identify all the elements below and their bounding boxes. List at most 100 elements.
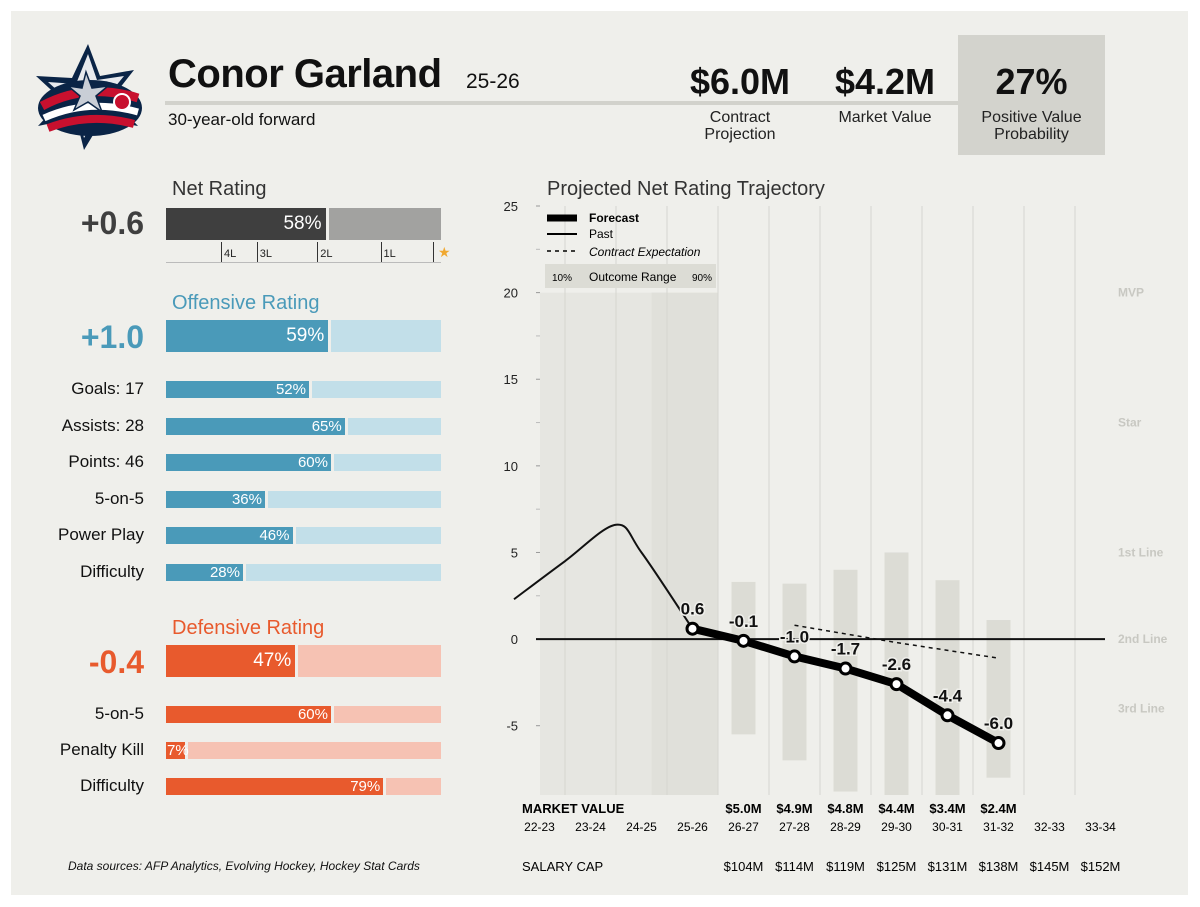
- offensive-item-label: Goals: 17: [71, 379, 144, 398]
- offensive-item-bar-remainder: [268, 490, 441, 508]
- offensive-item-label: Points: 46: [68, 452, 144, 471]
- contract-projection-value: $6.0M: [689, 61, 791, 102]
- x-tick-label: 24-25: [626, 820, 657, 834]
- x-tick-label: 32-33: [1034, 820, 1065, 834]
- header-divider: [165, 101, 958, 105]
- offensive-rating-bar-percentile: 59%: [286, 325, 325, 346]
- offensive-item-bar-fill: [166, 417, 345, 435]
- offensive-item-bar: 36%: [166, 490, 441, 508]
- defensive-rating-bar-fill: [166, 645, 296, 677]
- x-tick-label: 26-27: [728, 820, 759, 834]
- outcome-range-bar: [833, 569, 858, 792]
- y-tick-label: 25: [504, 199, 518, 214]
- forecast-point: [736, 633, 751, 648]
- offensive-item-percentile: 60%: [297, 454, 328, 471]
- defensive-rating-bar: 47%: [166, 645, 441, 677]
- offensive-item-bar-remainder: [347, 417, 441, 435]
- legend-range-swatch: [545, 264, 716, 288]
- net-scale-tick: [221, 242, 222, 262]
- offensive-item-bar: 28%: [166, 563, 441, 581]
- positive-value-probability-stat: 27% Positive Value Probability: [958, 35, 1105, 155]
- net-rating-title: Net Rating: [172, 178, 267, 200]
- salary-cap-cell: $104M: [724, 859, 764, 874]
- defensive-item-bar-remainder: [386, 778, 441, 795]
- positive-value-probability-label-2: Probability: [994, 126, 1069, 143]
- x-tick-label: 31-32: [983, 820, 1014, 834]
- forecast-point: [685, 621, 700, 636]
- offensive-item-label: Power Play: [58, 525, 144, 544]
- offensive-item-percentile: 28%: [209, 563, 240, 581]
- salary-cap-cell: $145M: [1030, 859, 1070, 874]
- tier-label: Star: [1118, 416, 1142, 430]
- net-rating-bar-remainder: [328, 208, 441, 240]
- outcome-range-bar: [884, 552, 909, 795]
- chart-title: Projected Net Rating Trajectory: [547, 178, 825, 200]
- y-tick-label: 10: [504, 459, 518, 474]
- offensive-item-percentile: 36%: [231, 490, 262, 508]
- salary-cap-cell: $119M: [826, 859, 865, 874]
- player-subtitle: 30-year-old forward: [168, 110, 316, 129]
- positive-value-probability-value: 27%: [995, 61, 1068, 102]
- season-label: 25-26: [466, 70, 520, 93]
- defensive-item-percentile: 79%: [350, 778, 381, 795]
- defensive-item-bar-fill: [166, 706, 331, 723]
- salary-cap-cell: $131M: [928, 859, 968, 874]
- offensive-item-bar-fill: [166, 563, 243, 581]
- salary-cap-cell: $125M: [877, 859, 917, 874]
- offensive-item-bar: 65%: [166, 417, 441, 435]
- defensive-item-label: Difficulty: [80, 776, 144, 795]
- defensive-rating-title: Defensive Rating: [172, 617, 325, 639]
- offensive-rating-title: Offensive Rating: [172, 292, 320, 314]
- x-tick-label: 30-31: [932, 820, 963, 834]
- net-rating-value: +0.6: [80, 205, 144, 241]
- net-scale-tick: [256, 242, 258, 262]
- y-tick-label: 0: [511, 632, 518, 647]
- net-scale-tick: [317, 242, 319, 262]
- legend-contract-label: Contract Expectation: [589, 245, 701, 259]
- offensive-item-bar-remainder: [295, 527, 441, 544]
- offensive-item-label: Assists: 28: [61, 415, 144, 435]
- history-shade: [540, 292, 667, 795]
- legend-range-low: 10%: [552, 273, 572, 284]
- offensive-item-percentile: 46%: [259, 527, 290, 544]
- forecast-data-label: -4.4: [933, 686, 963, 705]
- offensive-item-bar: 60%: [166, 454, 441, 471]
- offensive-item-bar: 52%: [166, 381, 441, 398]
- offensive-item-label: Difficulty: [80, 561, 144, 581]
- team-logo: [36, 44, 142, 150]
- salary-cap-cell: $114M: [775, 859, 814, 874]
- offensive-item-label: 5-on-5: [94, 488, 144, 508]
- offensive-item-bar-fill: [166, 527, 293, 544]
- offensive-rating-bar-fill: [166, 320, 329, 352]
- offensive-rating-bar: 59%: [166, 320, 441, 352]
- tier-label: 3rd Line: [1118, 701, 1165, 715]
- forecast-data-label: -6.0: [984, 714, 1013, 733]
- outcome-range-bar: [986, 620, 1011, 778]
- forecast-point: [940, 708, 955, 723]
- defensive-item-bar: 7%: [166, 742, 441, 759]
- trajectory-chart: -5 0 5 10 15 20 25 MVP Star 1st Line 2nd Line 3rd L…: [504, 199, 1168, 874]
- offensive-item-bar-fill: [166, 490, 265, 508]
- net-rating-scale: 4L 3L 2L 1L ★: [166, 242, 451, 264]
- tier-label: 1st Line: [1118, 545, 1164, 559]
- x-tick-label: 22-23: [524, 820, 555, 834]
- legend-range-label: Outcome Range: [589, 270, 677, 284]
- defensive-item-percentile: 7%: [167, 742, 189, 759]
- star-icon: ★: [438, 244, 451, 260]
- market-value-cell: $4.4M: [878, 801, 914, 816]
- defensive-rating-bar-remainder: [298, 645, 441, 677]
- offensive-item-percentile: 65%: [311, 417, 342, 435]
- outcome-range-bar: [782, 583, 807, 761]
- market-value-stat: $4.2M Market Value: [820, 35, 950, 155]
- defensive-item-bar-fill: [166, 778, 384, 795]
- market-value-cell: $2.4M: [980, 801, 1016, 816]
- y-tick-label: -5: [506, 719, 518, 734]
- salary-cap-cell: $152M: [1081, 859, 1121, 874]
- forecast-data-label: -0.1: [729, 612, 758, 631]
- forecast-data-label: 0.6: [681, 600, 705, 619]
- net-rating-bar-fill: [166, 208, 326, 240]
- net-rating-bar-percentile: 58%: [283, 213, 322, 234]
- forecast-point: [838, 661, 853, 676]
- x-tick-label: 29-30: [881, 820, 912, 834]
- defensive-item-bar-remainder: [188, 742, 441, 759]
